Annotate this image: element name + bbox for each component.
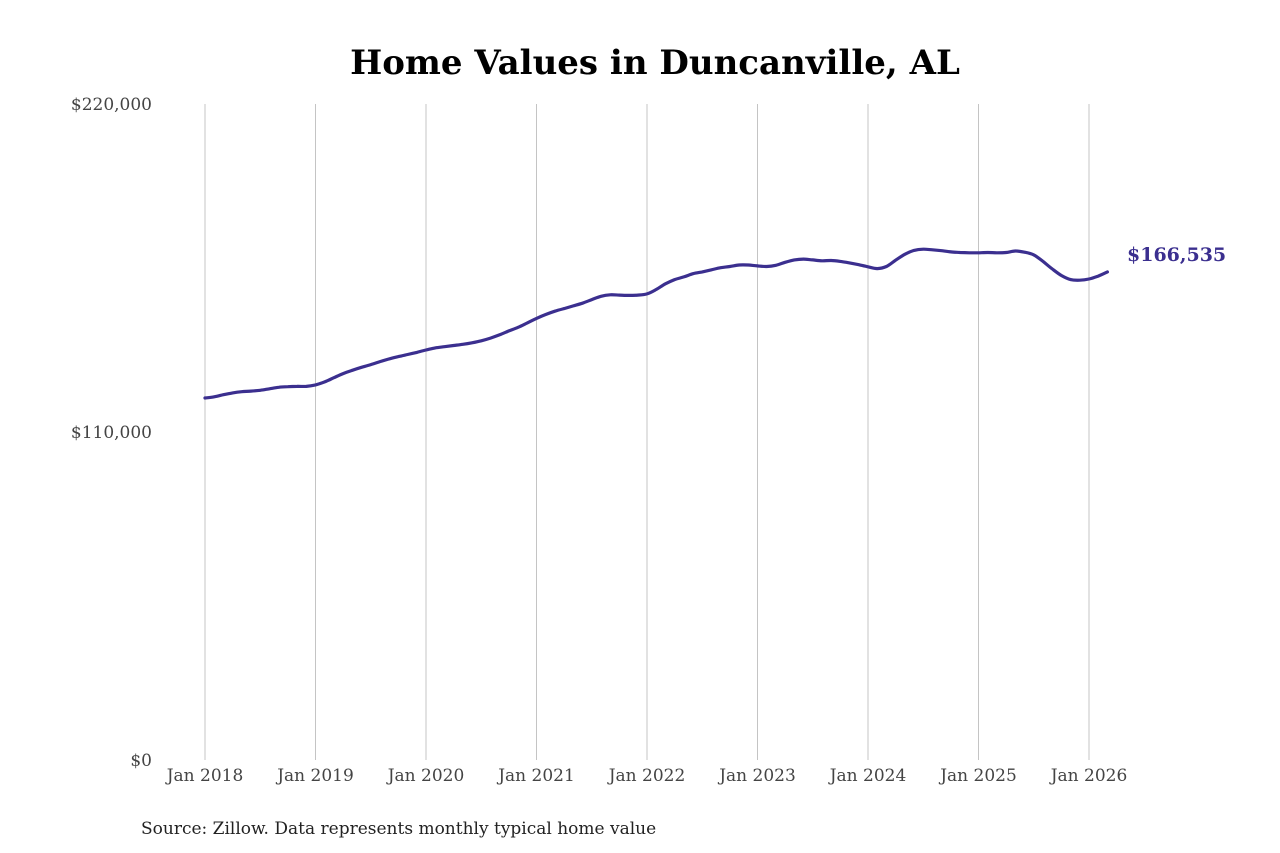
y-axis-ticks: $0 $110,000 $220,000 — [71, 95, 152, 771]
x-tick-label: Jan 2020 — [386, 766, 465, 786]
x-tick-label: Jan 2022 — [607, 766, 686, 786]
y-tick-label: $220,000 — [71, 95, 152, 115]
y-tick-label: $0 — [130, 751, 152, 771]
x-tick-label: Jan 2026 — [1049, 766, 1128, 786]
series-line — [203, 247, 1109, 400]
x-tick-label: Jan 2025 — [938, 766, 1017, 786]
x-tick-label: Jan 2023 — [717, 766, 796, 786]
chart-title: Home Values in Duncanville, AL — [350, 43, 960, 83]
x-axis-ticks: Jan 2018 Jan 2019 Jan 2020 Jan 2021 Jan 2022… — [165, 766, 1128, 786]
y-tick-label: $110,000 — [71, 423, 152, 443]
x-tick-label: Jan 2018 — [165, 766, 244, 786]
source-note: Source: Zillow. Data represents monthly … — [141, 819, 656, 839]
end-value-label: $166,535 — [1127, 244, 1226, 266]
gridlines — [204, 104, 1090, 760]
x-tick-label: Jan 2024 — [828, 766, 907, 786]
x-tick-label: Jan 2019 — [275, 766, 354, 786]
x-tick-label: Jan 2021 — [496, 766, 575, 786]
